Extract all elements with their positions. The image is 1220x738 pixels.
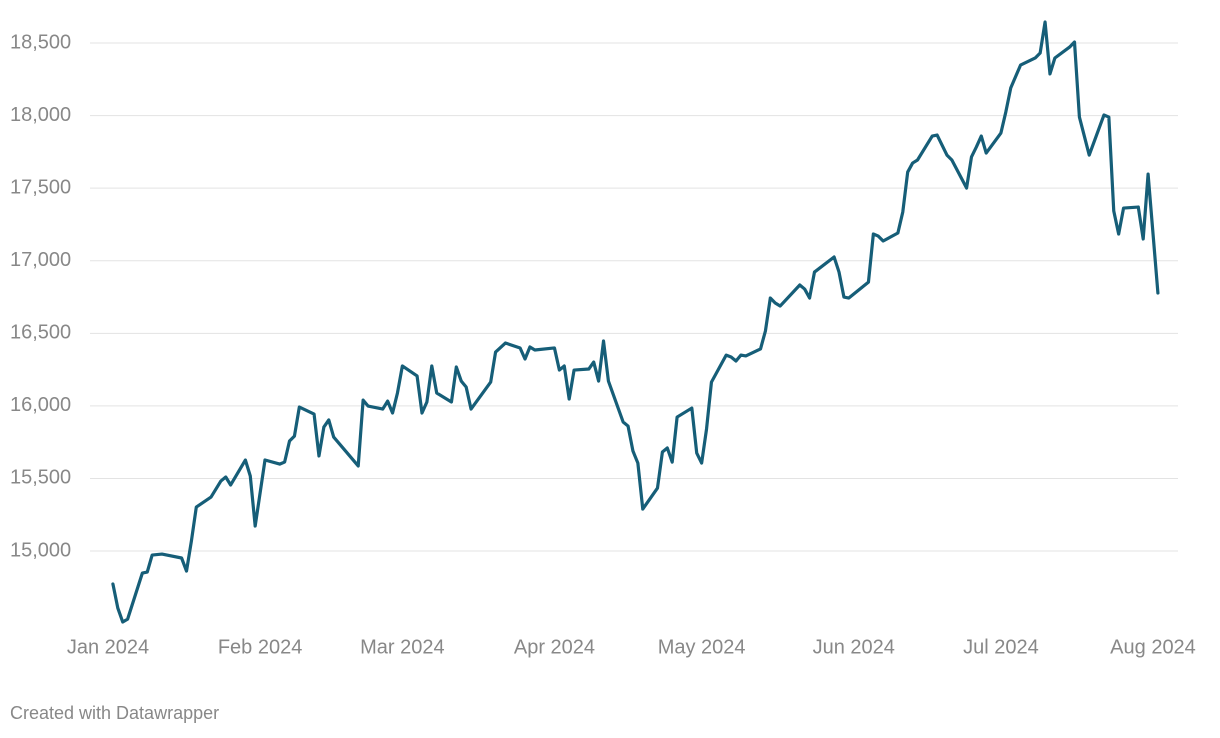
y-tick-label: 16,000 [10,394,71,416]
x-tick-label: Apr 2024 [514,636,595,658]
x-tick-label: Aug 2024 [1110,636,1196,658]
y-tick-label: 18,500 [10,31,71,53]
x-tick-label: May 2024 [658,636,746,658]
x-tick-label: Feb 2024 [218,636,303,658]
x-tick-label: Jul 2024 [963,636,1039,658]
x-tick-label: Jan 2024 [67,636,149,658]
y-tick-label: 17,500 [10,176,71,198]
footer: Created with Datawrapper [10,703,219,723]
line [111,20,1160,624]
y-tick-label: 15,000 [10,539,71,561]
y-tick-label: 18,000 [10,104,71,126]
y-tick-label: 15,500 [10,467,71,489]
x-tick-label: Jun 2024 [813,636,895,658]
x-tick-label: Mar 2024 [360,636,445,658]
y-tick-label: 17,000 [10,249,71,271]
y-tick-label: 16,500 [10,322,71,344]
